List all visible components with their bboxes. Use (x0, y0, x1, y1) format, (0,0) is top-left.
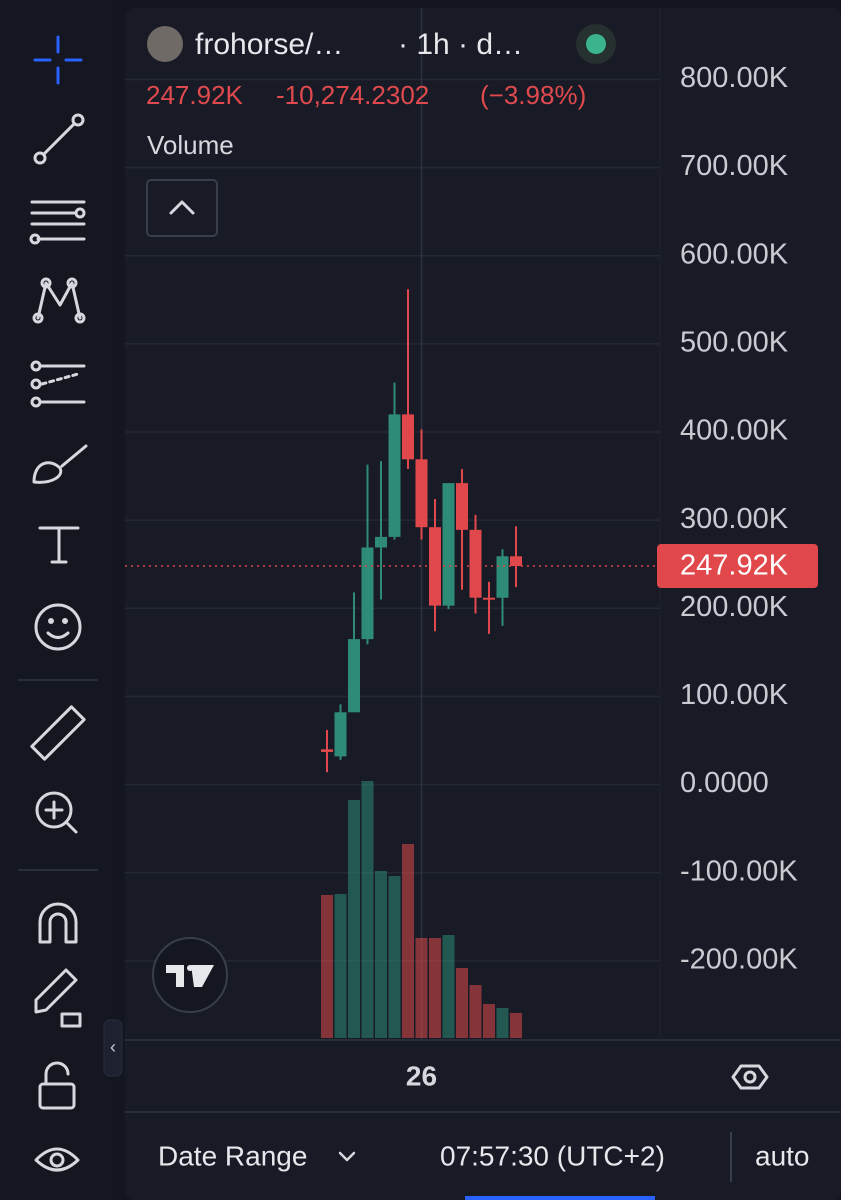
ruler-tool[interactable] (30, 705, 86, 761)
y-tick-label: 800.00K (680, 62, 789, 94)
auto-scale-button[interactable]: auto (755, 1140, 810, 1171)
date-range-button[interactable]: Date Range (158, 1140, 307, 1171)
zoom-tool[interactable] (35, 791, 78, 834)
candle-body (469, 529, 482, 598)
candle-body (321, 749, 333, 752)
candle-body (456, 483, 468, 530)
volume-bar (402, 844, 414, 1038)
volume-bar (429, 938, 441, 1038)
avatar[interactable] (147, 26, 183, 62)
logo-dot (187, 965, 193, 971)
visibility-tool[interactable] (34, 1147, 80, 1172)
volume-bar (388, 876, 401, 1038)
volume-bar (510, 1013, 522, 1038)
candle-body (348, 639, 360, 713)
collapse-legend-button[interactable] (146, 179, 218, 237)
symbol[interactable]: frohorse/… (195, 28, 343, 61)
last-price: 247.92K (146, 80, 244, 110)
candle-body (402, 414, 414, 460)
last-price-label: 247.92K (680, 550, 789, 582)
candle-body (375, 536, 387, 548)
candle-body (361, 547, 374, 640)
candle-body (442, 483, 455, 606)
last-price-box (657, 544, 818, 589)
candle-body (496, 556, 509, 598)
date-range-caret (338, 1151, 356, 1162)
logo-mark (166, 965, 214, 987)
volume-bar (375, 871, 387, 1038)
lock-tool[interactable] (38, 1061, 76, 1110)
volume-legend: Volume (147, 130, 234, 160)
volume-bar (496, 1008, 509, 1038)
x-tick-label: 26 (406, 1060, 437, 1091)
volume-bar (442, 935, 455, 1038)
settings-button[interactable] (731, 1064, 769, 1090)
volume-bar (361, 781, 374, 1038)
text-tool[interactable] (38, 526, 80, 564)
y-tick-label: 700.00K (680, 150, 789, 182)
pattern-tool[interactable] (32, 277, 86, 324)
chevron-up (169, 200, 195, 215)
price-change: -10,274.2302 (276, 80, 429, 110)
volume-bar (321, 895, 333, 1038)
volume-bar (469, 985, 482, 1038)
y-tick-label: 500.00K (680, 327, 789, 359)
y-tick-label: -200.00K (680, 943, 798, 975)
toolbar (0, 0, 110, 1200)
candle-body (388, 414, 401, 537)
y-tick-label: 600.00K (680, 238, 789, 270)
y-tick-label: 400.00K (680, 415, 789, 447)
y-tick-label: 0.0000 (680, 767, 769, 799)
settings-center (743, 1070, 757, 1084)
y-tick-label: 100.00K (680, 679, 789, 711)
candle-body (510, 556, 522, 567)
clock[interactable]: 07:57:30 (UTC+2) (440, 1140, 665, 1171)
magnet-tool[interactable] (38, 902, 78, 944)
volume-bar (415, 938, 428, 1038)
trend-line-tool[interactable] (33, 113, 85, 165)
y-tick-label: 300.00K (680, 503, 789, 535)
collapse-arrow: ‹ (110, 1037, 116, 1057)
candle-body (483, 597, 495, 600)
collapse-handle[interactable] (103, 1019, 123, 1077)
volume-bar (334, 894, 347, 1038)
candle-body (415, 459, 428, 528)
volume-bar (456, 968, 468, 1038)
lock-drawings-tool[interactable] (34, 968, 82, 1028)
brush-tool[interactable] (32, 444, 88, 484)
candle-body (429, 527, 441, 606)
scroll-indicator (465, 1196, 655, 1200)
fib-tool[interactable] (29, 200, 86, 245)
status-dot (586, 34, 606, 54)
crosshair-tool[interactable] (33, 35, 83, 85)
volume-bar (348, 800, 360, 1038)
forecast-tool[interactable] (30, 360, 86, 408)
volume-bar (483, 1004, 495, 1038)
chart-panel (125, 8, 841, 1200)
interval[interactable]: · 1h · d… (398, 28, 523, 61)
tradingview-logo[interactable] (152, 937, 228, 1013)
y-tick-label: 200.00K (680, 591, 789, 623)
emoji-tool[interactable] (34, 603, 82, 651)
plot (125, 8, 660, 1040)
y-tick-label: -100.00K (680, 855, 798, 887)
price-change-percent: (−3.98%) (480, 80, 586, 110)
candle-body (334, 712, 347, 757)
